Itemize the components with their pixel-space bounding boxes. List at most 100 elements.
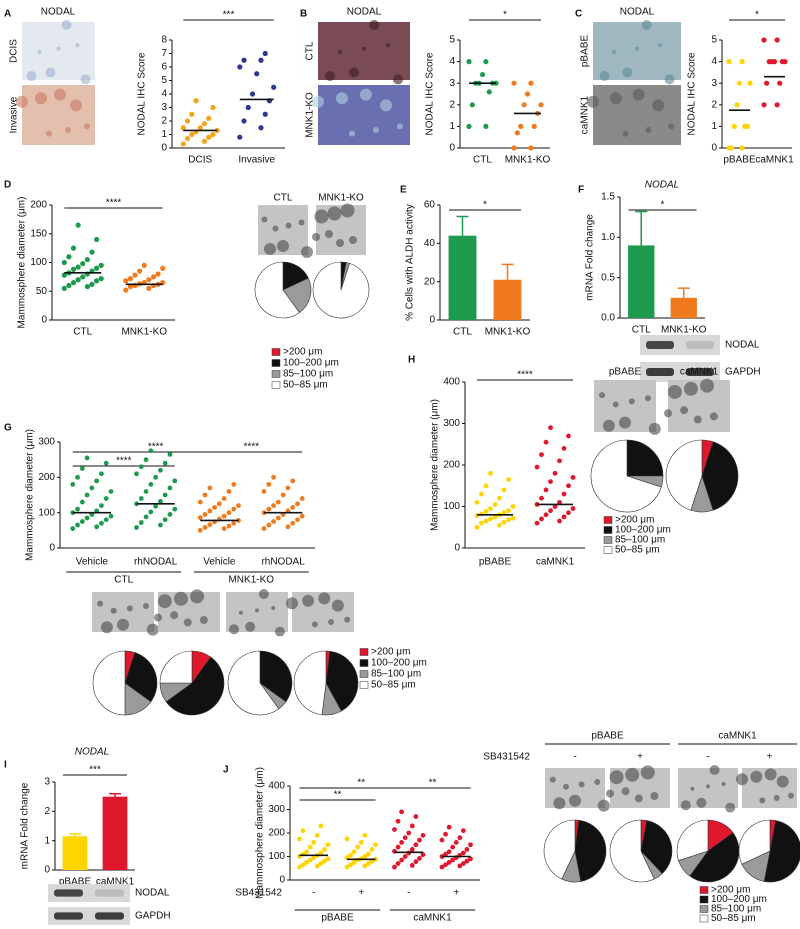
data-point bbox=[774, 37, 780, 43]
micrograph-feature bbox=[97, 600, 104, 607]
data-point bbox=[497, 495, 502, 501]
data-point bbox=[127, 276, 134, 282]
micrograph-feature bbox=[238, 610, 243, 615]
micrograph-feature bbox=[664, 74, 675, 85]
data-point bbox=[148, 509, 154, 515]
data-point bbox=[314, 863, 320, 869]
micrograph-feature bbox=[609, 92, 622, 105]
chart-title: NODAL bbox=[75, 747, 109, 758]
micrograph-feature bbox=[657, 43, 662, 48]
data-point bbox=[146, 285, 152, 291]
significance-label: **** bbox=[243, 442, 259, 453]
data-point bbox=[266, 482, 272, 487]
data-point bbox=[534, 520, 540, 526]
legend-swatch bbox=[271, 348, 281, 356]
data-point bbox=[285, 485, 291, 491]
micrograph-feature bbox=[776, 775, 789, 788]
error-bar bbox=[109, 792, 121, 797]
data-point bbox=[167, 512, 173, 517]
data-point bbox=[123, 287, 129, 293]
data-point bbox=[469, 102, 475, 108]
micrograph-feature bbox=[594, 779, 601, 785]
micrograph-feature bbox=[199, 616, 208, 624]
data-point bbox=[734, 102, 740, 108]
micrograph-feature bbox=[258, 589, 269, 599]
y-tick-label: 3 bbox=[44, 777, 50, 788]
data-point bbox=[184, 118, 191, 124]
data-point bbox=[206, 134, 212, 140]
data-point bbox=[358, 840, 364, 845]
data-point bbox=[132, 272, 138, 278]
data-point bbox=[99, 520, 104, 526]
data-point bbox=[557, 458, 562, 464]
legend-swatch bbox=[359, 648, 369, 656]
data-point bbox=[84, 515, 90, 521]
y-tick-label: 150 bbox=[30, 228, 47, 239]
significance-label: **** bbox=[148, 442, 164, 453]
blot-band bbox=[686, 341, 714, 349]
data-point bbox=[99, 503, 104, 508]
data-point bbox=[99, 471, 104, 477]
data-point bbox=[399, 840, 405, 845]
pie-slice bbox=[676, 819, 709, 861]
data-point bbox=[413, 859, 419, 865]
micrograph-feature bbox=[301, 246, 313, 258]
micrograph-feature bbox=[126, 605, 133, 612]
micrograph bbox=[593, 22, 681, 80]
data-point bbox=[362, 854, 368, 859]
x-tick-label: Vehicle bbox=[203, 557, 236, 568]
micrograph-feature bbox=[142, 603, 149, 609]
data-point bbox=[511, 80, 517, 86]
y-axis-label: mRNA Fold change bbox=[20, 782, 31, 869]
data-point bbox=[70, 482, 76, 487]
data-point bbox=[351, 859, 357, 865]
y-axis-label: NODAL IHC Score bbox=[687, 52, 698, 135]
image-group-label: caMNK1 bbox=[718, 731, 757, 742]
pie-slice bbox=[227, 650, 280, 716]
data-point bbox=[202, 525, 208, 530]
data-point bbox=[158, 522, 163, 528]
data-point bbox=[160, 265, 166, 271]
data-point bbox=[409, 847, 415, 852]
x-tick-label: Vehicle bbox=[76, 557, 109, 568]
data-point bbox=[543, 487, 549, 493]
data-point bbox=[93, 265, 100, 271]
data-point bbox=[304, 849, 310, 855]
micrograph-feature bbox=[612, 50, 617, 55]
data-point bbox=[138, 464, 144, 470]
data-point bbox=[162, 460, 168, 466]
group-label: pBABE bbox=[321, 913, 354, 924]
data-point bbox=[167, 485, 173, 491]
data-point bbox=[84, 492, 90, 498]
data-point bbox=[207, 522, 213, 528]
data-point bbox=[420, 852, 426, 858]
data-point bbox=[450, 844, 456, 850]
micrograph-feature bbox=[146, 623, 159, 636]
pie-slice bbox=[312, 261, 370, 319]
significance-label: * bbox=[755, 10, 759, 21]
data-point bbox=[395, 818, 401, 824]
legend-swatch bbox=[359, 670, 369, 678]
data-point bbox=[241, 57, 247, 63]
micrograph-feature bbox=[641, 19, 652, 30]
y-tick-label: 0 bbox=[161, 143, 167, 154]
y-tick-label: 2 bbox=[44, 806, 50, 817]
data-point bbox=[311, 855, 317, 861]
data-point bbox=[468, 842, 473, 848]
data-point bbox=[739, 59, 745, 65]
micrograph-feature bbox=[606, 789, 614, 798]
data-point bbox=[344, 836, 350, 842]
significance-label: ** bbox=[429, 778, 437, 789]
micrograph-feature bbox=[664, 409, 672, 418]
x-tick-label: MNK1-KO bbox=[485, 327, 531, 338]
data-point bbox=[531, 123, 537, 129]
y-axis-label: Mammosphere diameter (μm) bbox=[17, 197, 28, 329]
data-point bbox=[761, 102, 767, 108]
micrograph-feature bbox=[349, 236, 357, 244]
pie-slice bbox=[92, 650, 126, 716]
data-point bbox=[89, 281, 95, 287]
micrograph-feature bbox=[640, 765, 655, 780]
legend-label: 50–85 μm bbox=[711, 913, 756, 924]
data-point bbox=[369, 847, 375, 852]
data-point bbox=[736, 80, 743, 86]
